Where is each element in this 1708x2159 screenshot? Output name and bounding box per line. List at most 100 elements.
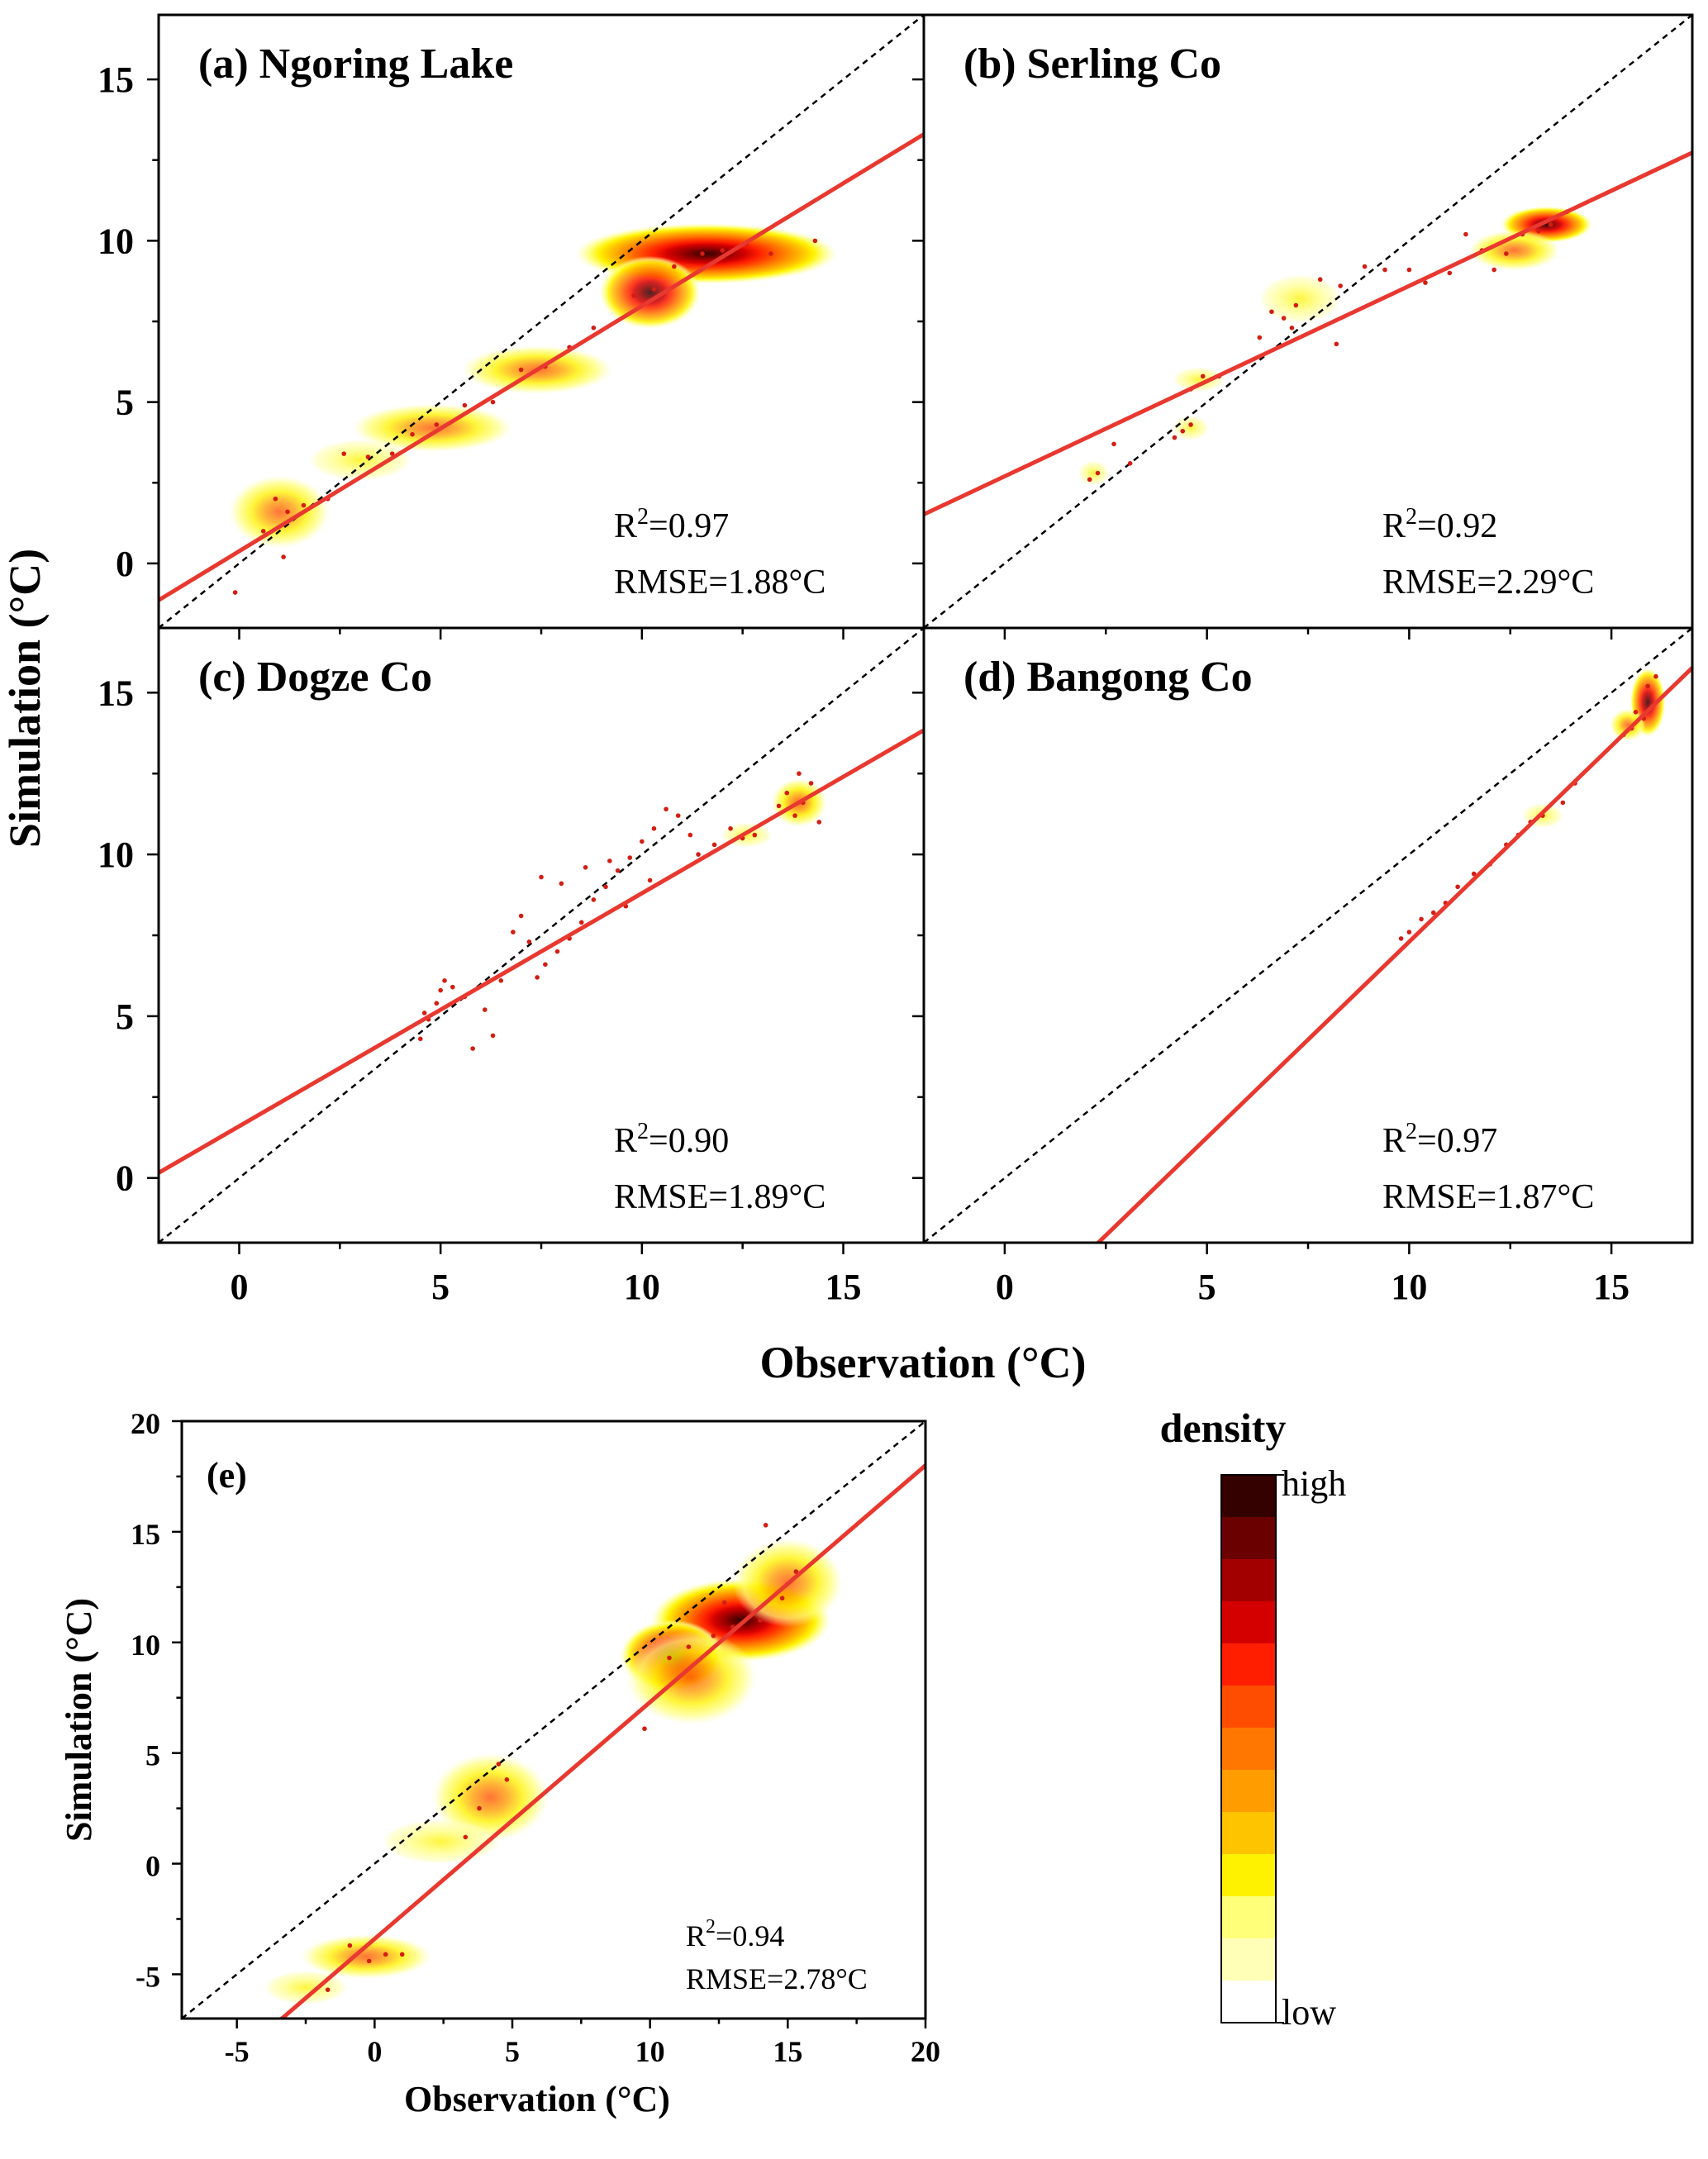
x-tick-label-d: 5 (1198, 1267, 1216, 1307)
r-squared-prefix-e: R (686, 1919, 706, 1952)
data-point-a-25 (812, 238, 818, 244)
y-axis-title-e: Simulation (°C) (59, 1598, 99, 1842)
one-to-one-line-c (159, 628, 924, 1243)
shared-x-axis-title: Observation (°C) (759, 1338, 1086, 1387)
density-blob-e-3 (626, 1630, 757, 1725)
data-point-c-20 (591, 897, 597, 902)
data-point-e-3 (686, 1644, 692, 1649)
data-point-b-25 (1180, 428, 1186, 434)
data-point-b-14 (1317, 277, 1323, 283)
data-point-c-43 (421, 1011, 427, 1015)
data-point-b-15 (1293, 302, 1299, 308)
data-point-c-44 (438, 987, 443, 993)
r-squared-value-c: =0.90 (649, 1122, 729, 1160)
x-tick-label-c: 15 (825, 1267, 862, 1307)
data-point-c-12 (687, 832, 693, 838)
legend-swatch (1221, 1770, 1276, 1813)
panel-d: 0 5 10 15 (d) Bangong Co R2=0.97 RMSE=1.87°C (912, 626, 1694, 1307)
data-point-e-14 (383, 1952, 388, 1957)
legend-swatch (1221, 1812, 1276, 1855)
density-blob-b-2 (1259, 274, 1341, 323)
x-tick-label-e: 5 (505, 2035, 520, 2068)
x-tick-label-c: 0 (230, 1267, 248, 1307)
data-point-b-8 (1447, 270, 1453, 276)
data-point-c-15 (651, 825, 657, 831)
y-tick-label-a: 15 (98, 59, 134, 100)
legend-bar-frame (1220, 1474, 1277, 2023)
x-tick-label-d: 10 (1391, 1267, 1427, 1307)
legend-swatch (1221, 1559, 1276, 1602)
data-point-a-6 (631, 292, 636, 298)
panel-title-a: (a) Ngoring Lake (198, 40, 513, 88)
r-squared-prefix-c: R (614, 1122, 637, 1160)
rmse-b: RMSE=2.29°C (1382, 564, 1594, 602)
r-squared-b: R2=0.92 (1382, 504, 1497, 545)
data-point-d-0 (1645, 683, 1650, 689)
panel-title-b: (b) Serling Co (963, 40, 1221, 88)
y-tick-label-c: 5 (116, 996, 134, 1037)
plot-frame-e (180, 1420, 927, 2020)
y-tick-label-c: 15 (98, 673, 134, 713)
panel-title-d: (d) Bangong Co (963, 654, 1253, 701)
data-point-b-19 (1289, 326, 1295, 331)
legend-swatch (1221, 1686, 1276, 1729)
density-blob-b-1 (1468, 230, 1560, 271)
data-point-d-4 (1633, 710, 1639, 715)
data-point-c-39 (442, 978, 447, 983)
plot-frame-c (157, 626, 925, 1244)
data-point-a-22 (281, 554, 286, 559)
legend-title: density (1160, 1405, 1287, 1451)
x-tick-label-e: 20 (911, 2035, 940, 2068)
panel-e: -5 0 5 10 15 20 -5 0 5 10 15 20 (e) R2=0.94 RMSE=2.78°… (59, 1407, 940, 2119)
plot-area-b (924, 15, 1692, 628)
panel-a: 0 5 10 15 (a) Ngoring Lake R2=0.97 RMSE=1.88°C (98, 13, 925, 640)
data-point-e-18 (399, 1952, 405, 1957)
r-squared-value-a: =0.97 (649, 507, 729, 545)
r-squared-d: R2=0.97 (1382, 1119, 1497, 1160)
data-point-a-16 (365, 454, 371, 459)
density-blob-b-4 (1173, 416, 1209, 440)
data-point-c-34 (490, 1033, 496, 1039)
x-tick-label-e: 0 (367, 2035, 382, 2068)
data-point-e-13 (463, 1834, 469, 1840)
y-tick-label-e: 20 (131, 1407, 160, 1440)
y-tick-label-c: 10 (98, 835, 134, 875)
data-point-c-5 (816, 820, 822, 825)
data-point-c-25 (535, 975, 540, 980)
data-point-c-9 (728, 825, 733, 831)
data-point-c-24 (543, 962, 548, 968)
data-point-b-20 (1257, 335, 1263, 340)
data-point-a-12 (462, 402, 468, 408)
data-point-c-36 (470, 1046, 475, 1051)
x-tick-label-c: 5 (431, 1267, 450, 1307)
data-point-a-17 (341, 451, 346, 456)
data-point-e-0 (758, 1618, 763, 1623)
panel-title-e: (e) (207, 1455, 247, 1496)
data-point-a-1 (700, 251, 705, 256)
data-point-c-23 (554, 949, 560, 954)
y-tick-label-e: 0 (145, 1850, 160, 1883)
one-to-one-line-e (182, 1421, 925, 2019)
plot-area-c (159, 628, 924, 1243)
data-point-b-7 (1463, 231, 1468, 237)
y-tick-label-e: 15 (131, 1518, 160, 1551)
data-point-b-16 (1281, 316, 1287, 321)
data-point-b-1 (1536, 228, 1541, 234)
panel-title-c: (c) Dogze Co (198, 654, 432, 701)
fit-line-c (159, 728, 924, 1175)
data-point-d-14 (1471, 871, 1477, 877)
data-point-b-18 (1334, 341, 1339, 347)
data-point-e-10 (496, 1762, 502, 1767)
legend-swatch (1221, 1643, 1276, 1686)
data-point-d-19 (1406, 930, 1412, 934)
data-point-c-17 (627, 855, 633, 860)
data-point-a-19 (301, 502, 307, 508)
y-tick-label-e: 10 (131, 1629, 160, 1662)
panel-c: 0 5 10 15 0 5 10 15 (c) Dogze Co R2=0.90 RMSE=1.89… (98, 626, 925, 1307)
data-point-a-4 (672, 264, 677, 269)
data-point-c-16 (640, 839, 645, 844)
one-to-one-line-d (924, 628, 1692, 1243)
density-blob-b-3 (1173, 367, 1225, 392)
one-to-one-line-b (924, 15, 1692, 628)
data-point-c-42 (417, 1036, 423, 1042)
